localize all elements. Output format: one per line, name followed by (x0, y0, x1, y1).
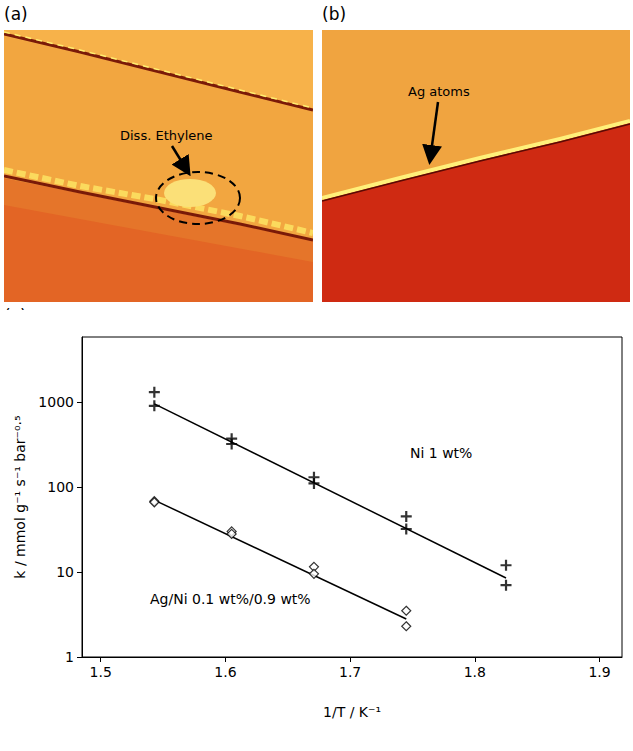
html-text:(c): (c) (4, 306, 27, 326)
svg-text:1.8: 1.8 (464, 664, 486, 680)
svg-text:1/T / K⁻¹: 1/T / K⁻¹ (323, 704, 381, 720)
svg-text:Diss. Ethylene: Diss. Ethylene (120, 128, 213, 143)
html-text:(b): (b) (322, 4, 347, 24)
svg-text:1.9: 1.9 (588, 664, 610, 680)
svg-text:Ag/Ni 0.1 wt%/0.9 wt%: Ag/Ni 0.1 wt%/0.9 wt% (150, 591, 311, 607)
svg-text:1.7: 1.7 (339, 664, 361, 680)
svg-text:Ni 1 wt%: Ni 1 wt% (410, 445, 472, 461)
svg-text:k / mmol g⁻¹ s⁻¹ bar⁻⁰·⁵: k / mmol g⁻¹ s⁻¹ bar⁻⁰·⁵ (12, 415, 28, 578)
svg-text:100: 100 (47, 479, 74, 495)
svg-text:1.5: 1.5 (90, 664, 112, 680)
svg-text:1.6: 1.6 (214, 664, 236, 680)
svg-text:1: 1 (65, 649, 74, 665)
html-text:(a): (a) (4, 4, 28, 24)
svg-text:10: 10 (56, 564, 74, 580)
svg-text:Ag atoms: Ag atoms (408, 84, 470, 99)
svg-text:1000: 1000 (38, 394, 74, 410)
